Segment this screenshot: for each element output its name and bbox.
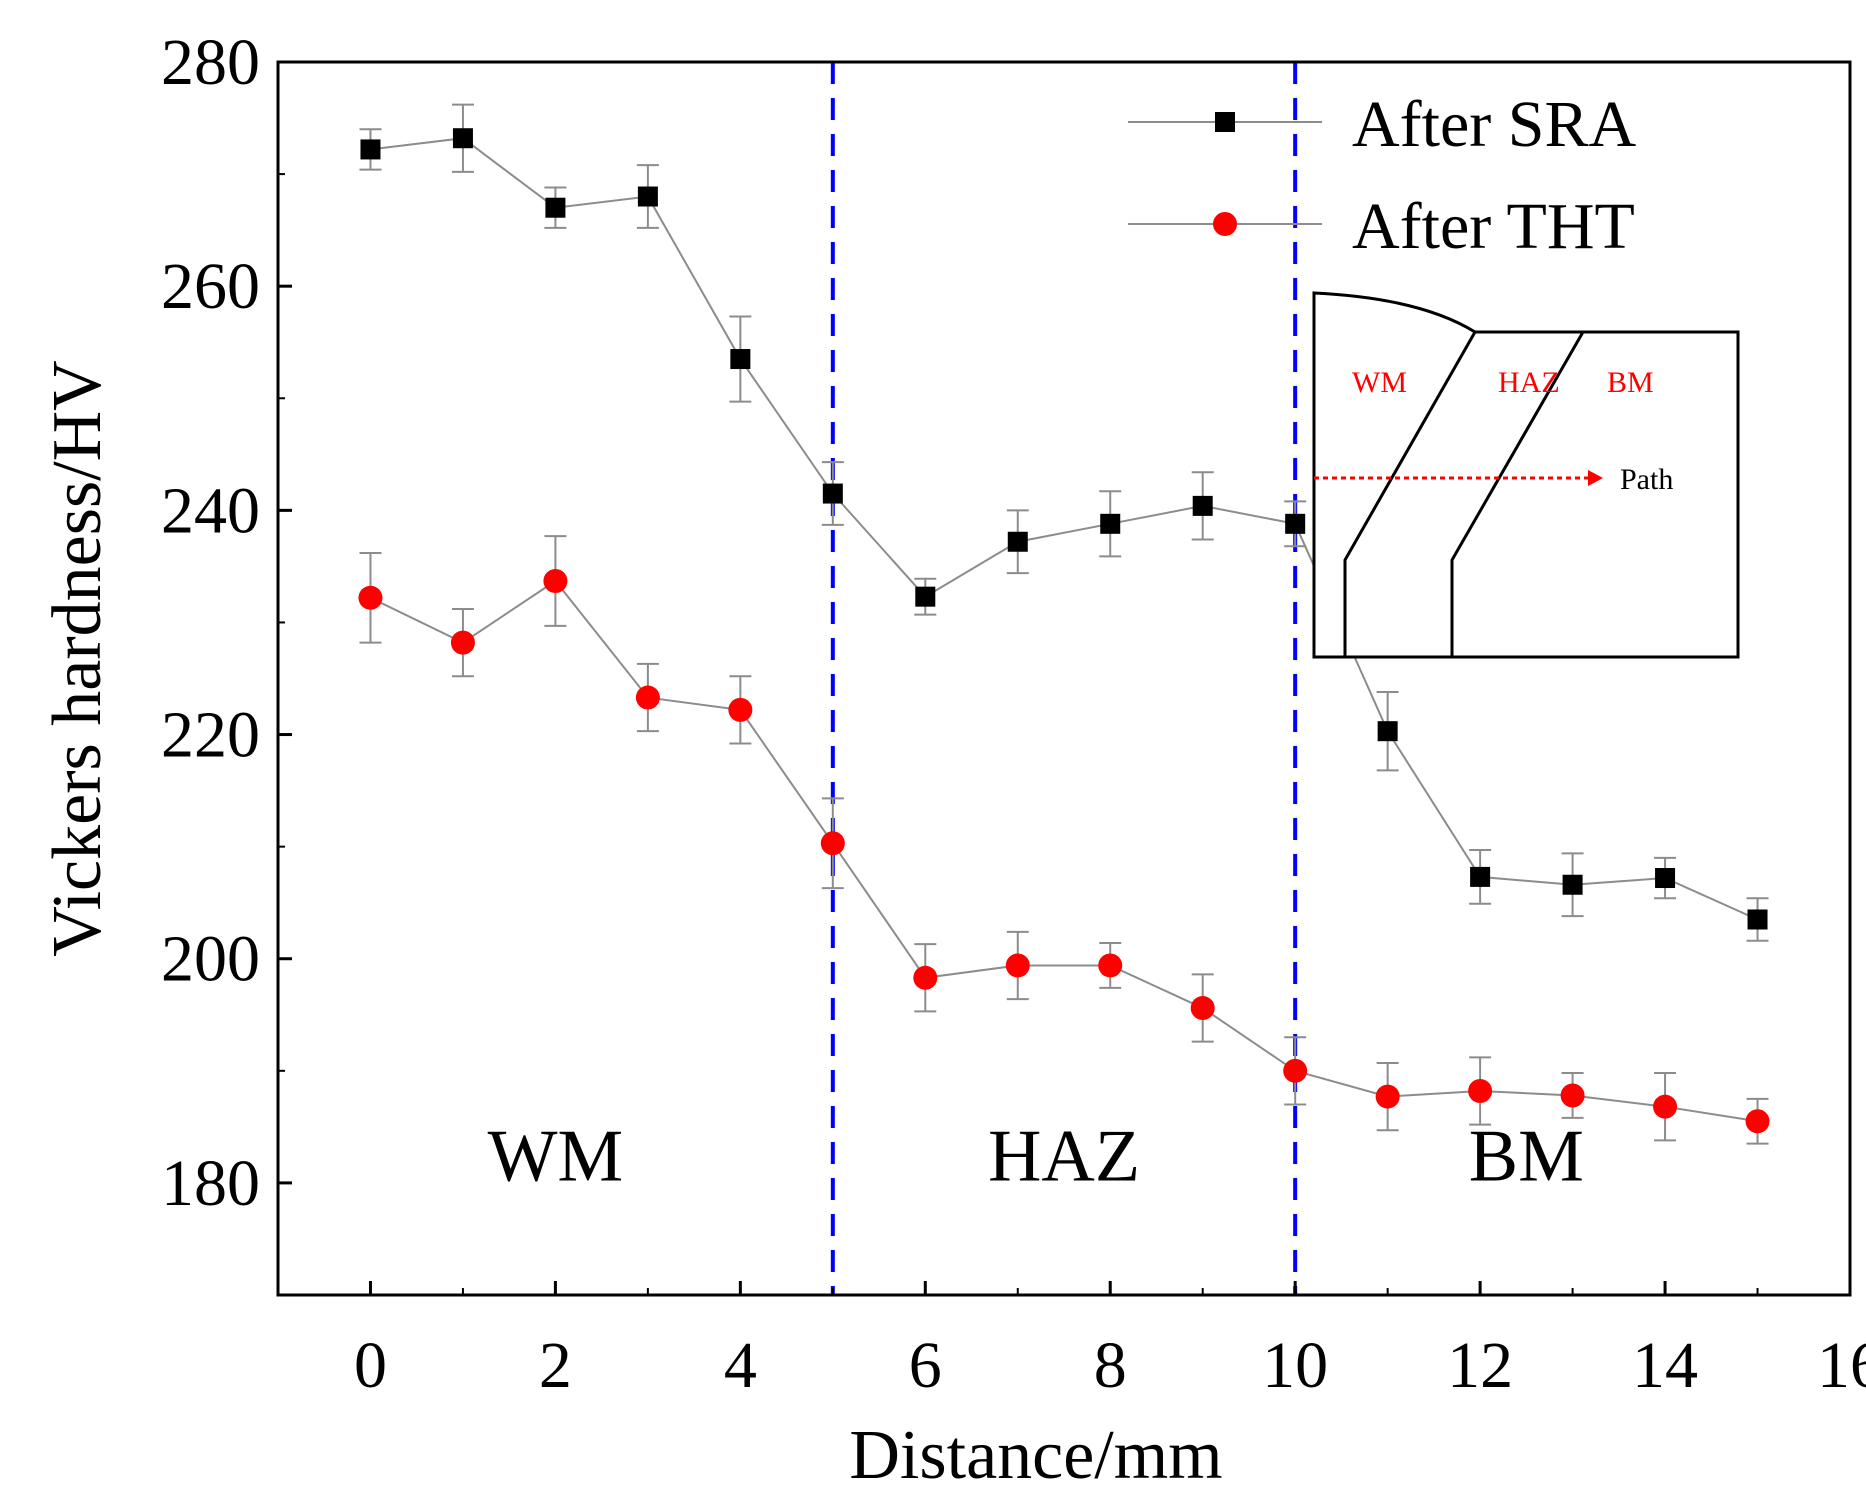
data-point-sra — [452, 128, 473, 149]
data-point-tht — [450, 630, 475, 655]
inset-fusion-line — [1343, 331, 1477, 657]
data-point-sra — [915, 586, 936, 607]
data-point-tht — [820, 831, 845, 856]
inset-path-label: Path — [1620, 463, 1673, 496]
data-point-tht — [1560, 1083, 1585, 1108]
data-point-sra — [1007, 531, 1028, 552]
y-tick-label: 200 — [161, 923, 260, 996]
inset-outline — [1312, 291, 1740, 659]
x-tick-label: 16 — [1817, 1329, 1866, 1402]
data-point-sra — [1192, 495, 1213, 516]
data-point-tht — [1283, 1058, 1308, 1083]
data-point-tht — [1098, 953, 1123, 978]
x-tick-label: 4 — [724, 1329, 757, 1402]
x-tick-label: 10 — [1262, 1329, 1328, 1402]
data-point-sra — [730, 349, 751, 370]
y-tick-label: 220 — [161, 699, 260, 772]
x-tick-label: 6 — [909, 1329, 942, 1402]
data-point-sra — [1100, 513, 1121, 534]
data-point-tht — [913, 965, 938, 990]
legend: After SRA After THT — [1128, 88, 1636, 263]
x-tick-label: 12 — [1447, 1329, 1513, 1402]
region-label-wm: WM — [488, 1115, 624, 1197]
data-point-tht — [1190, 996, 1215, 1021]
legend-marker-tht — [1213, 212, 1237, 236]
data-point-sra — [637, 186, 658, 207]
data-point-sra — [1470, 866, 1491, 887]
x-tick-label: 8 — [1094, 1329, 1127, 1402]
data-point-tht — [635, 685, 660, 710]
legend-marker-sra — [1215, 112, 1235, 132]
data-point-sra — [545, 197, 566, 218]
region-label-haz: HAZ — [988, 1115, 1140, 1197]
inset-diagram: WM HAZ BM Path — [1312, 291, 1740, 659]
legend-label: After SRA — [1352, 88, 1636, 161]
x-tick-label: 14 — [1632, 1329, 1698, 1402]
data-point-tht — [1375, 1084, 1400, 1109]
y-axis-title: Vickers hardness/HV — [39, 360, 116, 956]
y-tick-label: 260 — [161, 250, 260, 323]
data-point-tht — [728, 697, 753, 722]
legend-label: After THT — [1352, 190, 1635, 263]
y-tick-label: 280 — [161, 26, 260, 99]
data-point-sra — [360, 139, 381, 160]
x-tick-label: 2 — [539, 1329, 572, 1402]
region-label-bm: BM — [1469, 1115, 1584, 1197]
data-point-sra — [1655, 868, 1676, 889]
inset-label-bm: BM — [1607, 366, 1654, 399]
data-point-tht — [543, 568, 568, 593]
data-point-sra — [1562, 874, 1583, 895]
series-line-1 — [370, 579, 1758, 1123]
inset-background — [1314, 291, 1739, 657]
inset-arrow-head — [1588, 470, 1603, 486]
data-point-tht — [1653, 1094, 1678, 1119]
inset-haz-boundary — [1450, 331, 1585, 657]
inset-label-haz: HAZ — [1498, 366, 1560, 399]
data-point-tht — [358, 585, 383, 610]
data-point-sra — [1377, 721, 1398, 742]
data-point-tht — [1468, 1078, 1493, 1103]
data-point-sra — [1285, 513, 1306, 534]
data-point-tht — [1745, 1109, 1770, 1134]
y-tick-label: 180 — [161, 1147, 260, 1220]
series-line-0 — [370, 137, 1758, 921]
data-point-sra — [822, 483, 843, 504]
x-axis-title: Distance/mm — [849, 1417, 1222, 1494]
y-tick-label: 240 — [161, 474, 260, 547]
data-point-tht — [1005, 953, 1030, 978]
x-tick-label: 0 — [354, 1329, 387, 1402]
inset-label-wm: WM — [1352, 366, 1407, 399]
plot-frame — [276, 60, 1852, 1297]
data-point-sra — [1747, 909, 1768, 930]
